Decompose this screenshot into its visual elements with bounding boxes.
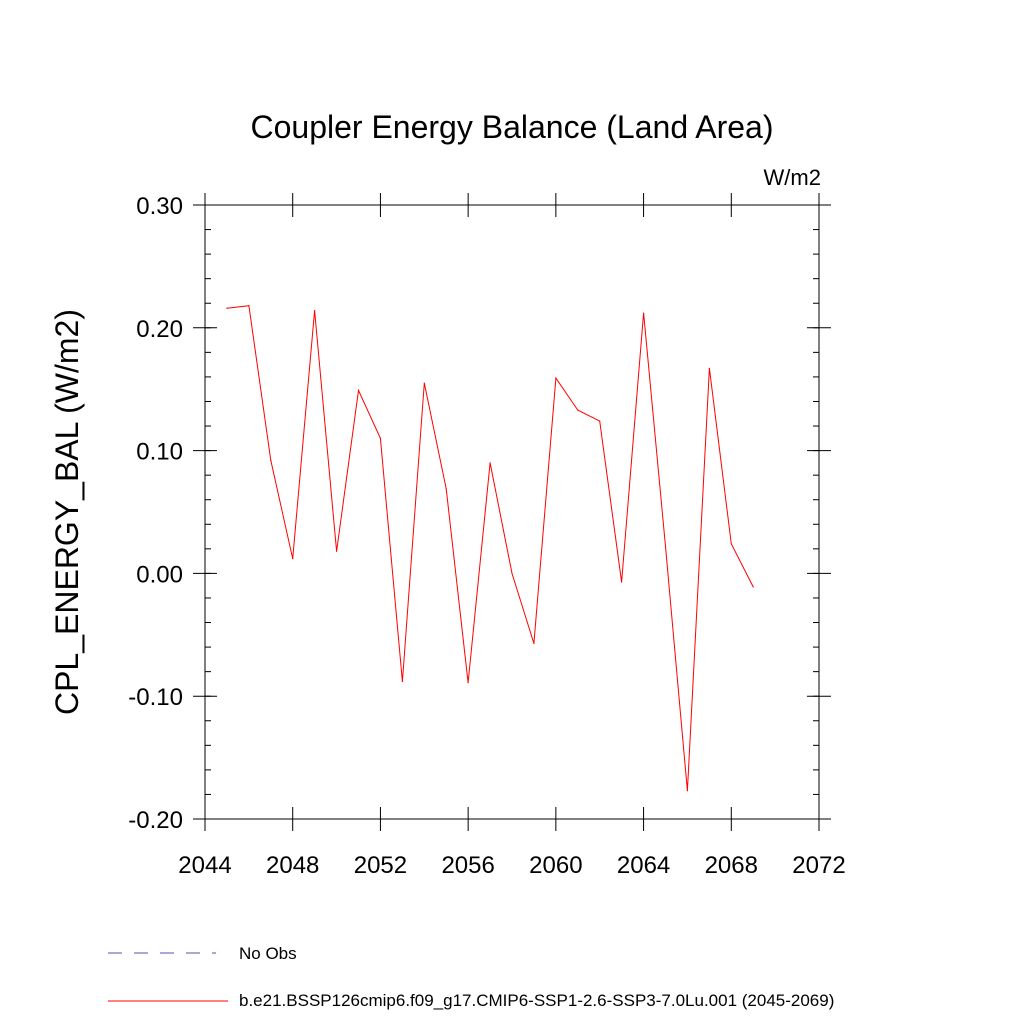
data-point xyxy=(423,382,425,384)
x-tick-label: 2044 xyxy=(178,852,231,879)
data-point xyxy=(357,389,360,392)
data-point xyxy=(467,682,469,684)
data-point xyxy=(292,558,294,560)
y-tick-label: 0.00 xyxy=(136,561,183,588)
x-tick-label: 2056 xyxy=(441,852,494,879)
axis-ticks xyxy=(193,193,831,831)
data-point xyxy=(664,545,667,547)
data-point xyxy=(599,420,601,422)
x-tick-label: 2072 xyxy=(792,852,845,879)
data-point xyxy=(621,581,623,583)
data-point xyxy=(489,462,491,464)
data-point xyxy=(314,310,316,312)
series-layer xyxy=(226,305,754,792)
data-point xyxy=(379,437,382,439)
x-tick-label: 2064 xyxy=(617,852,670,879)
x-tick-label: 2048 xyxy=(266,852,319,879)
data-point xyxy=(226,307,228,309)
y-tick-labels: -0.20 -0.10 0.00 0.10 0.20 0.30 xyxy=(128,193,183,834)
plot-frame xyxy=(204,204,820,820)
data-point xyxy=(401,680,403,683)
y-tick-label: 0.20 xyxy=(136,316,183,343)
data-point xyxy=(270,459,272,462)
x-tick-label: 2052 xyxy=(354,852,407,879)
y-tick-label: -0.10 xyxy=(128,684,183,711)
y-tick-label: -0.20 xyxy=(128,807,183,834)
data-point xyxy=(577,409,579,411)
x-tick-label: 2068 xyxy=(705,852,758,879)
data-point xyxy=(642,312,645,314)
y-tick-label: 0.30 xyxy=(136,193,183,220)
data-point xyxy=(752,586,754,588)
data-point xyxy=(730,543,732,545)
data-point xyxy=(511,572,513,575)
series-line xyxy=(226,305,754,791)
data-point xyxy=(248,305,250,307)
legend-label-no-obs: No Obs xyxy=(239,944,297,963)
legend: No Obs b.e21.BSSP126cmip6.f09_g17.CMIP6-… xyxy=(108,944,834,1010)
data-point xyxy=(686,790,689,792)
legend-label-series: b.e21.BSSP126cmip6.f09_g17.CMIP6-SSP1-2.… xyxy=(239,991,834,1010)
data-point xyxy=(708,367,710,369)
y-tick-label: 0.10 xyxy=(136,439,183,466)
chart-title: Coupler Energy Balance (Land Area) xyxy=(251,109,774,145)
data-point xyxy=(335,550,338,552)
x-tick-label: 2060 xyxy=(529,852,582,879)
data-point xyxy=(555,377,557,379)
units-label: W/m2 xyxy=(764,165,821,190)
data-point xyxy=(445,488,447,490)
data-point xyxy=(533,642,535,644)
y-axis-label: CPL_ENERGY_BAL (W/m2) xyxy=(49,309,85,715)
x-tick-labels: 2044 2048 2052 2056 2060 2064 2068 2072 xyxy=(178,852,845,879)
